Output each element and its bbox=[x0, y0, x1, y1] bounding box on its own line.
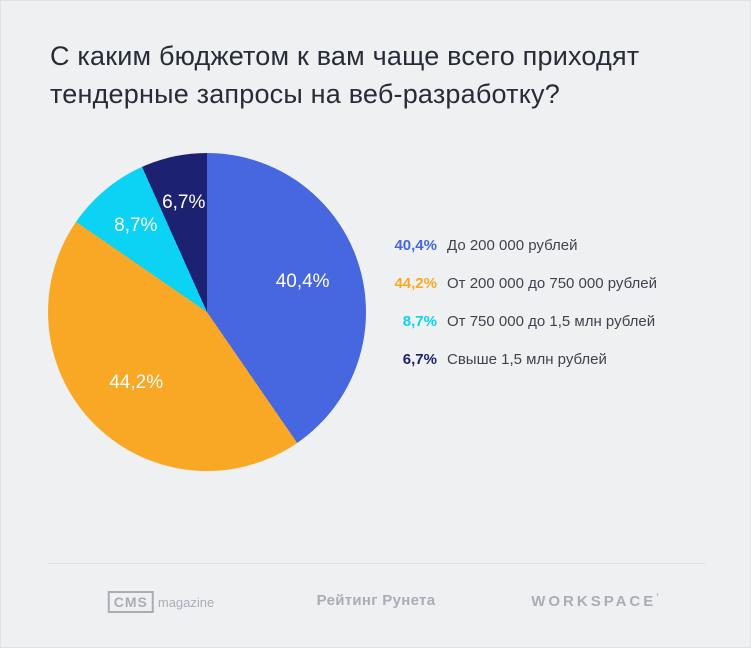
legend-label: До 200 000 рублей bbox=[447, 237, 578, 254]
cms-magazine-text: magazine bbox=[157, 595, 215, 610]
pie-chart-area: 40,4% 44,2% 8,7% 6,7% bbox=[48, 153, 366, 471]
page-title: С каким бюджетом к вам чаще всего приход… bbox=[50, 41, 640, 109]
legend-item: 8,7% От 750 000 до 1,5 млн рублей bbox=[389, 311, 719, 332]
legend-label: Свыше 1,5 млн рублей bbox=[447, 351, 607, 368]
legend-item: 40,4% До 200 000 рублей bbox=[389, 235, 719, 256]
legend-percent: 40,4% bbox=[394, 237, 437, 254]
legend-label: От 200 000 до 750 000 рублей bbox=[447, 275, 657, 292]
cms-logo-text: CMS bbox=[107, 591, 154, 613]
legend-item: 6,7% Свыше 1,5 млн рублей bbox=[389, 349, 719, 370]
pie-labels: 40,4% 44,2% 8,7% 6,7% bbox=[48, 153, 366, 471]
pie-chart bbox=[48, 153, 366, 471]
pie-slice-label: 8,7% bbox=[114, 215, 158, 237]
workspace-logo: WORKSPACE’ bbox=[531, 592, 659, 610]
legend-percent: 6,7% bbox=[402, 351, 437, 368]
chart-legend: 40,4% До 200 000 рублей 44,2% От 200 000 до… bbox=[389, 235, 719, 387]
pie-slice-label: 44,2% bbox=[109, 371, 164, 393]
rating-runeta-logo: Рейтинг Рунета bbox=[316, 592, 436, 609]
legend-label: От 750 000 до 1,5 млн рублей bbox=[447, 313, 656, 330]
workspace-mark: ’ bbox=[656, 592, 659, 602]
legend-percent: 8,7% bbox=[402, 313, 437, 330]
divider bbox=[48, 563, 705, 564]
legend-item: 44,2% От 200 000 до 750 000 рублей bbox=[389, 273, 719, 294]
cms-magazine-logo: CMS magazine bbox=[107, 591, 215, 613]
footer: CMS magazine Рейтинг Рунета WORKSPACE’ bbox=[1, 587, 750, 627]
legend-percent: 44,2% bbox=[394, 275, 437, 292]
pie-slice-label: 40,4% bbox=[275, 271, 330, 293]
workspace-text: WORKSPACE bbox=[531, 593, 657, 610]
pie-slice-label: 6,7% bbox=[162, 192, 206, 214]
